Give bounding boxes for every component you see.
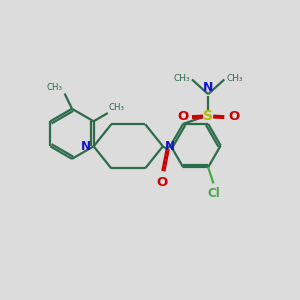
Text: N: N xyxy=(203,81,213,94)
Text: N: N xyxy=(165,140,175,153)
Text: CH₃: CH₃ xyxy=(226,74,243,83)
Text: CH₃: CH₃ xyxy=(109,103,125,112)
Text: CH₃: CH₃ xyxy=(173,74,190,83)
Text: S: S xyxy=(203,109,213,123)
Text: CH₃: CH₃ xyxy=(47,83,63,92)
Text: O: O xyxy=(177,110,188,123)
Text: Cl: Cl xyxy=(208,187,220,200)
Text: O: O xyxy=(156,176,167,189)
Text: N: N xyxy=(81,140,91,153)
Text: O: O xyxy=(228,110,239,123)
